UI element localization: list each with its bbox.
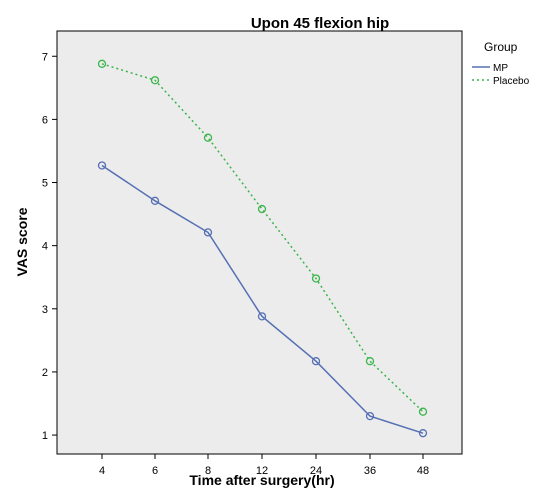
chart-title: Upon 45 flexion hip (251, 15, 389, 32)
data-point-placebo (311, 274, 321, 283)
data-point-placebo (365, 357, 375, 366)
plot-area (56, 30, 463, 455)
data-point-placebo (257, 204, 267, 214)
data-point-placebo (150, 76, 160, 85)
y-axis: 1 2 3 4 5 6 7 (42, 51, 57, 442)
data-point-mp (257, 312, 267, 321)
legend: Group MP Placebo (472, 40, 530, 87)
data-point-mp (418, 429, 428, 438)
x-axis-label: Time after surgery(hr) (189, 472, 334, 488)
data-point-placebo (203, 133, 213, 142)
series-line-placebo (101, 63, 424, 413)
legend-label-mp: MP (493, 63, 508, 74)
data-point-mp (203, 228, 213, 237)
y-tick-label: 5 (42, 178, 48, 190)
x-tick-label: 12 (256, 465, 268, 477)
data-point-mp (97, 161, 107, 170)
x-tick-label: 4 (99, 465, 105, 477)
data-point-mp (365, 411, 375, 421)
x-tick-label: 24 (310, 465, 322, 477)
x-axis: 4 6 8 12 24 36 48 (99, 454, 429, 477)
y-tick-label: 7 (42, 51, 48, 63)
data-point-mp (150, 196, 160, 205)
y-tick-label: 2 (42, 367, 48, 379)
x-tick-label: 8 (205, 465, 211, 477)
x-tick-label: 6 (152, 465, 158, 477)
legend-title: Group (484, 40, 518, 54)
y-tick-label: 6 (42, 114, 48, 126)
y-tick-label: 3 (42, 304, 48, 316)
x-tick-label: 48 (417, 465, 429, 477)
y-tick-label: 1 (42, 430, 48, 442)
data-point-placebo (418, 407, 428, 416)
x-tick-label: 36 (364, 465, 376, 477)
series-layer (97, 59, 428, 438)
data-point-placebo (97, 59, 107, 68)
y-axis-label: VAS score (14, 207, 30, 276)
data-point-mp (311, 357, 321, 366)
series-line-mp (101, 164, 424, 434)
legend-label-placebo: Placebo (493, 76, 530, 87)
y-tick-label: 4 (42, 241, 48, 253)
